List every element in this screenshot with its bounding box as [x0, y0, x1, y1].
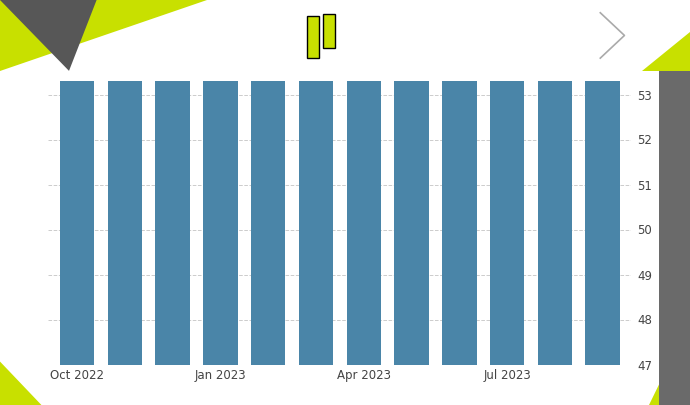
- Bar: [586, 0, 620, 364]
- Polygon shape: [649, 322, 690, 405]
- Bar: [538, 0, 572, 364]
- Text: Markets: Markets: [376, 40, 452, 59]
- Bar: [60, 0, 94, 364]
- Bar: [442, 0, 477, 364]
- Bar: [299, 0, 333, 364]
- Polygon shape: [0, 362, 41, 405]
- Polygon shape: [642, 32, 690, 71]
- Bar: [155, 0, 190, 364]
- Bar: [659, 71, 690, 405]
- Polygon shape: [0, 0, 207, 71]
- Bar: [251, 0, 286, 364]
- Bar: [394, 0, 428, 364]
- Polygon shape: [0, 0, 97, 71]
- Bar: [203, 0, 237, 364]
- Text: Ultima: Ultima: [376, 15, 437, 32]
- FancyBboxPatch shape: [323, 14, 335, 48]
- Bar: [108, 0, 142, 364]
- FancyBboxPatch shape: [307, 15, 319, 58]
- Bar: [346, 0, 381, 364]
- Bar: [490, 0, 524, 364]
